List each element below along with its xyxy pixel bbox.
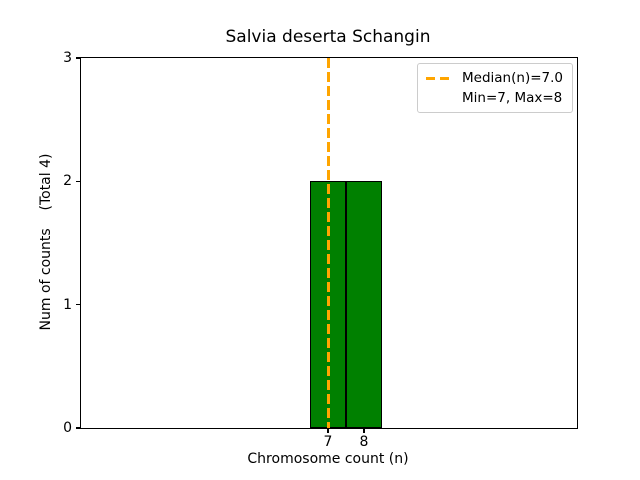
plot-area: Median(n)=7.0 Min=7, Max=8 0 1 2 3 7 8 — [63, 51, 578, 449]
x-axis-label: Chromosome count (n) — [247, 451, 409, 467]
legend-entry-minmax: Min=7, Max=8 — [426, 88, 563, 108]
median-line — [326, 58, 330, 428]
median-dashed-line-icon — [426, 76, 454, 80]
y-tick-label-0: 0 — [63, 420, 72, 436]
legend-entry-median: Median(n)=7.0 — [426, 68, 563, 88]
x-tick-mark-7 — [327, 429, 329, 433]
y-tick-label-3: 3 — [63, 50, 72, 66]
legend-label-minmax: Min=7, Max=8 — [462, 90, 563, 106]
y-tick-mark-2 — [76, 180, 80, 182]
x-tick-label-7: 7 — [323, 434, 333, 450]
y-axis-label: Num of counts (Total 4) — [38, 153, 54, 331]
legend-empty-marker — [426, 97, 453, 100]
y-tick-mark-3 — [76, 57, 80, 59]
y-tick-mark-1 — [76, 304, 80, 306]
bar-8 — [346, 181, 382, 428]
y-tick-mark-0 — [76, 427, 80, 429]
y-tick-label-2: 2 — [63, 173, 72, 190]
legend: Median(n)=7.0 Min=7, Max=8 — [417, 63, 573, 113]
y-tick-label-1: 1 — [63, 296, 72, 313]
x-tick-mark-8 — [363, 429, 365, 433]
legend-label-median: Median(n)=7.0 — [462, 70, 563, 86]
x-tick-label-8: 8 — [359, 434, 369, 450]
chart-title: Salvia deserta Schangin — [225, 27, 431, 47]
